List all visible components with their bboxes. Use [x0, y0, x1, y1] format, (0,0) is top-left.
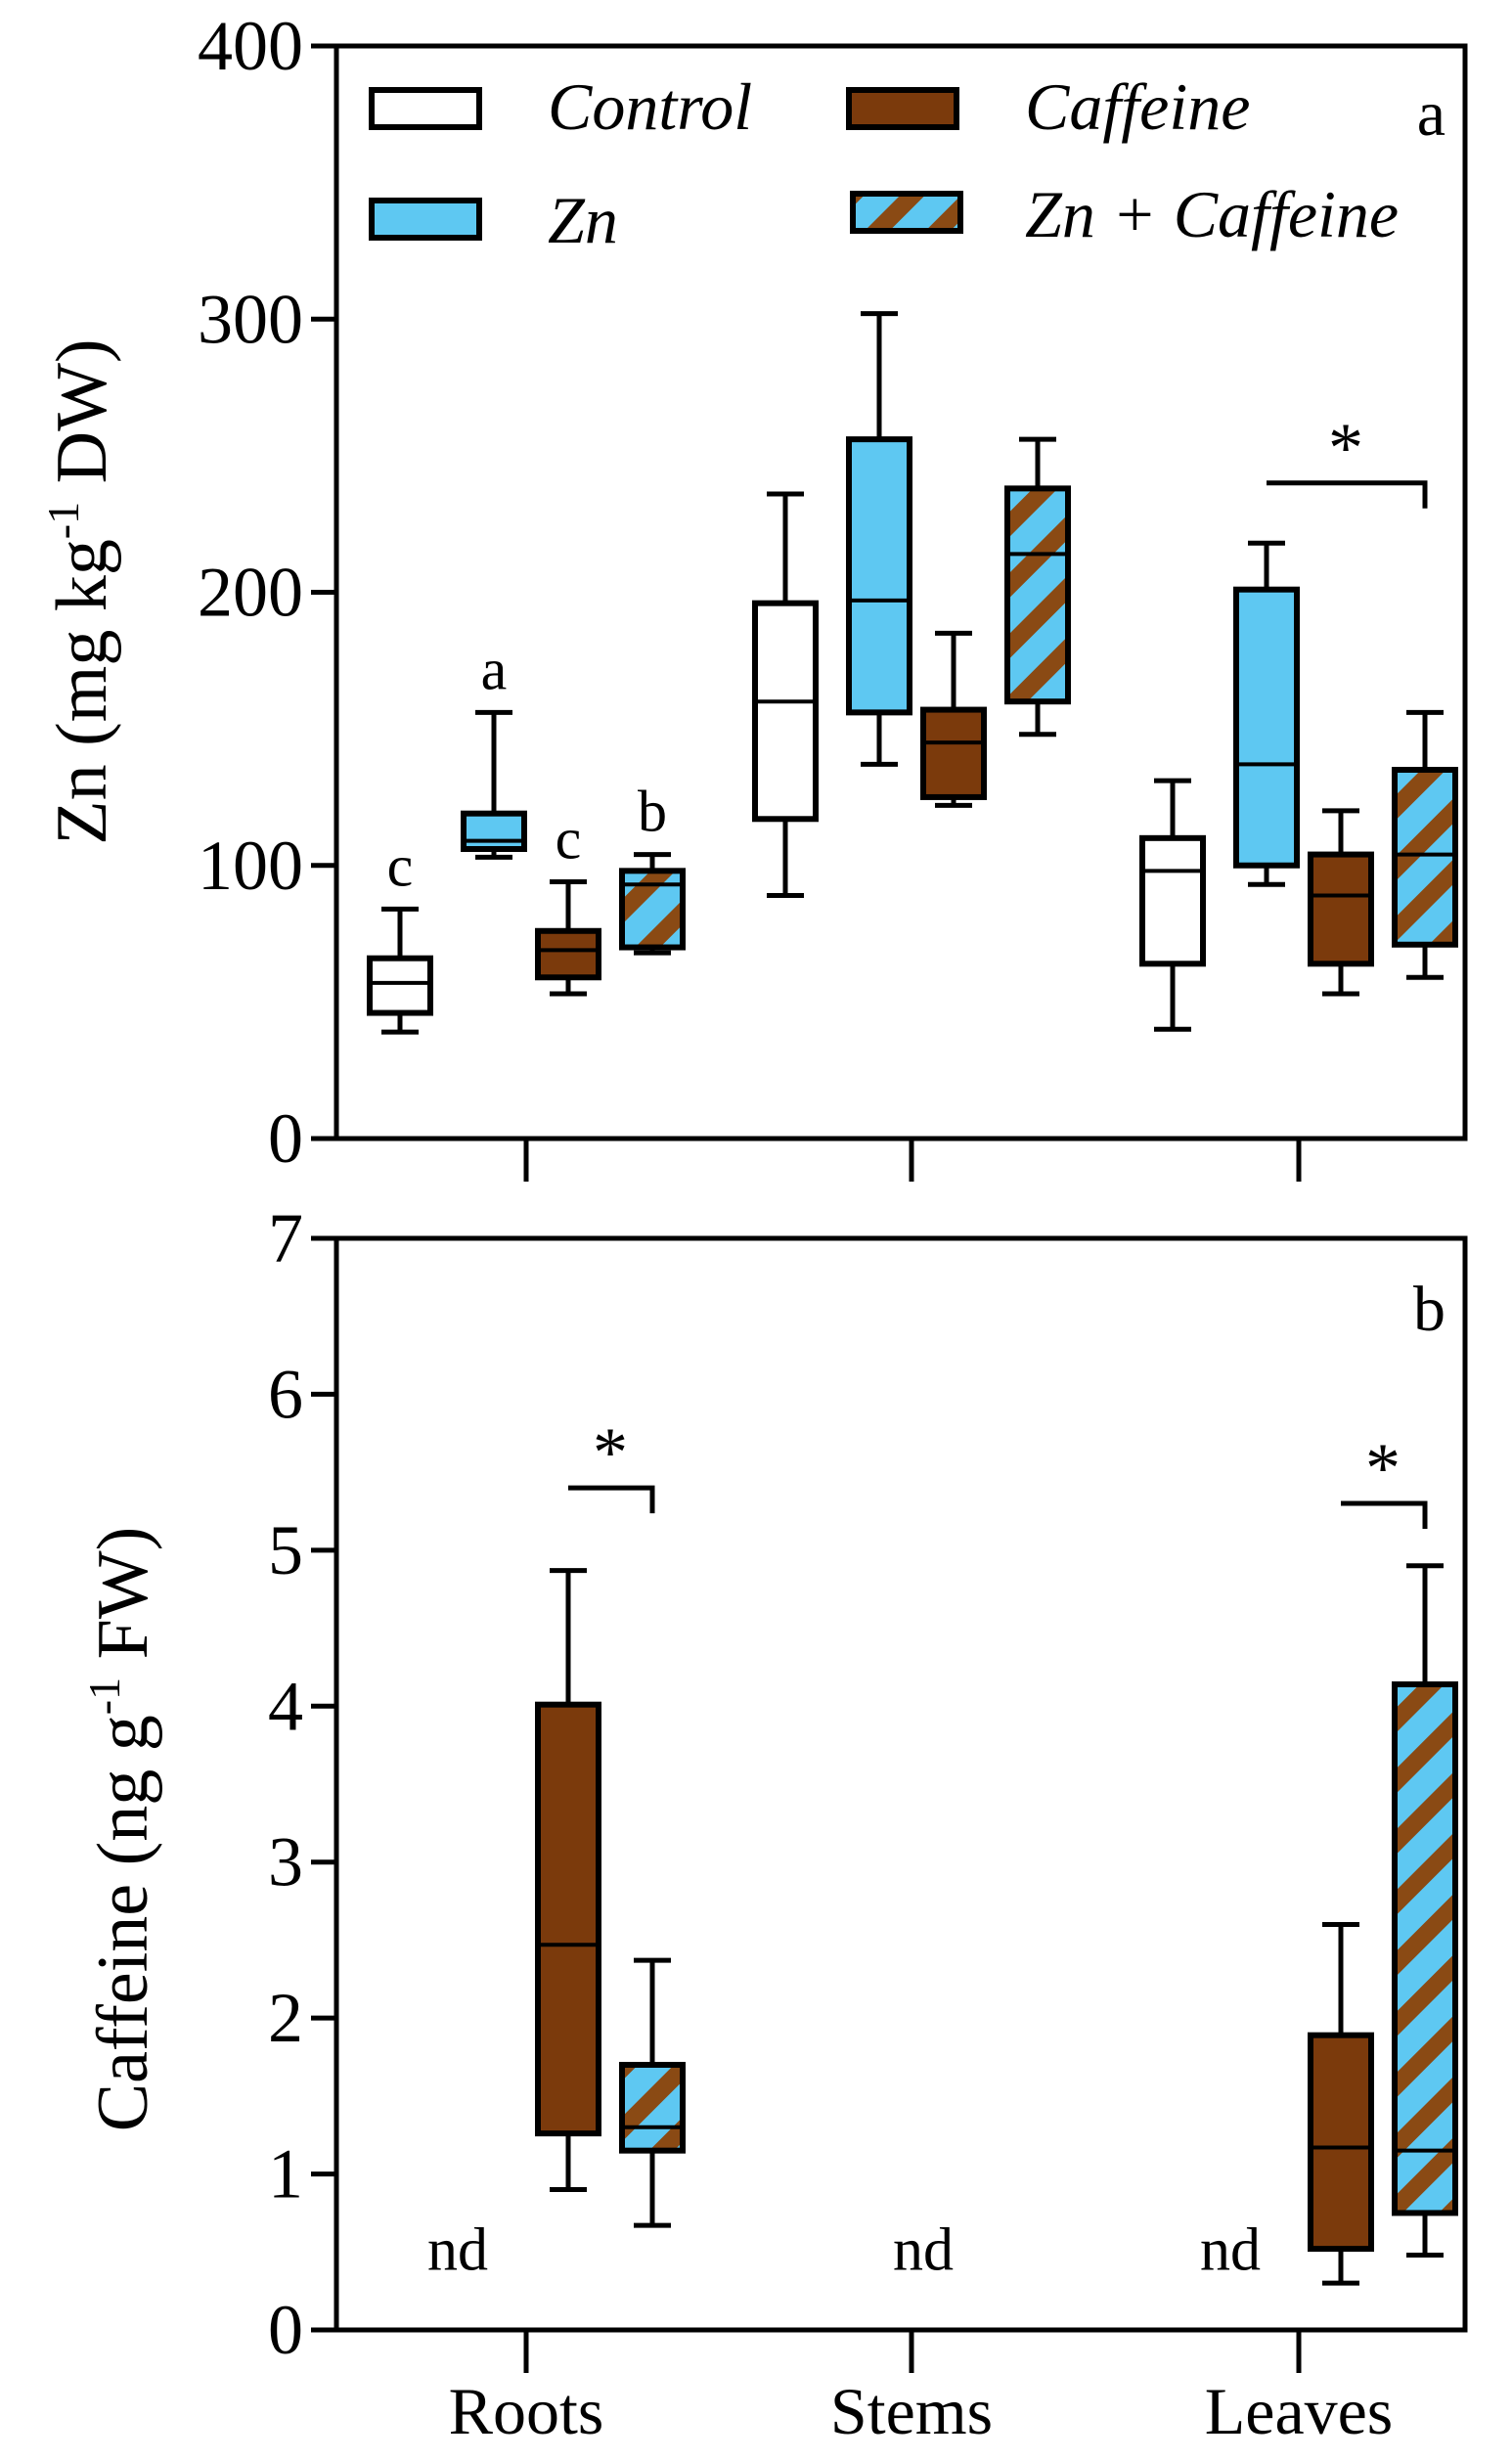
- significance-letter: c: [387, 833, 414, 898]
- panel-b-boxes: [535, 1563, 1458, 2286]
- panel-b-ylabel: Caffeine (ng g-1 FW): [79, 1527, 163, 2132]
- legend: Control Zn Caffeine Zn + Caffeine: [369, 69, 1399, 257]
- panel-a-box-zn-leaves: [1233, 540, 1300, 887]
- panel-a-box-caffeine-roots: [535, 879, 601, 997]
- panel-a-ytick-label-300: 300: [198, 280, 303, 358]
- legend-label-caffeine: Caffeine: [1025, 69, 1250, 144]
- panel-a-box-control-roots: [367, 906, 433, 1035]
- panel-a-frame: [334, 43, 1468, 1141]
- box-iqr: [920, 706, 987, 800]
- panel-a-ylabel-main: Zn (mg kg: [42, 539, 122, 844]
- panel-b-annotations: * * nd nd nd: [427, 1413, 1428, 2283]
- category-label-roots: Roots: [449, 2374, 604, 2448]
- legend-label-zn: Zn: [548, 183, 618, 257]
- box-iqr: [619, 868, 686, 951]
- panel-a-boxes: [367, 311, 1458, 1035]
- panel-b-ytick-label-2: 2: [268, 1979, 303, 2057]
- box-iqr: [367, 955, 433, 1016]
- panel-a-box-zn-caffeine-stems: [1004, 436, 1071, 738]
- box-iqr: [1308, 851, 1374, 967]
- box-iqr: [461, 810, 527, 852]
- panel-a-ytick-label-400: 400: [198, 7, 303, 85]
- panel-b-ylabel-main: Caffeine (ng g: [83, 1715, 163, 2131]
- legend-label-control: Control: [548, 69, 752, 144]
- panel-b-ytick-label-0: 0: [268, 2291, 303, 2369]
- panel-b-ytick-label-7: 7: [268, 1199, 303, 1277]
- nd-label-leaves: nd: [1200, 2216, 1261, 2283]
- panel-b-ytick-label-1: 1: [268, 2135, 303, 2214]
- panel-b-ytick-label-3: 3: [268, 1823, 303, 1902]
- panel-b-significance-0: *: [568, 1413, 655, 1514]
- legend-swatch-control: [369, 87, 482, 130]
- box-iqr: [619, 2061, 686, 2154]
- panel-a-box-zn-caffeine-leaves: [1392, 709, 1458, 980]
- panel-b-ytick-label-5: 5: [268, 1511, 303, 1589]
- panel-b-ytick-label-6: 6: [268, 1355, 303, 1433]
- panel-a-ylabel-end: DW): [42, 338, 122, 501]
- box-iqr: [1004, 485, 1071, 705]
- panel-a-box-zn-stems: [846, 311, 912, 767]
- box-iqr: [1308, 2032, 1374, 2253]
- panel-b-ylabel-end: FW): [83, 1527, 163, 1678]
- box-iqr: [535, 1701, 601, 2137]
- box-iqr: [1392, 1680, 1458, 2216]
- panel-b-box-zn-caffeine-leaves: [1392, 1563, 1458, 2258]
- panel-a-box-caffeine-stems: [920, 630, 987, 808]
- panel-a-ytick-label-0: 0: [268, 1099, 303, 1178]
- panel-a-ylabel-sup: -1: [38, 502, 88, 539]
- panel-b-ytick-label-4: 4: [268, 1667, 303, 1745]
- significance-bracket: [1341, 1500, 1428, 1530]
- significance-letter: a: [481, 637, 508, 701]
- panel-a-ytick-label-200: 200: [198, 554, 303, 632]
- panel-b-box-caffeine-roots: [535, 1568, 601, 2193]
- category-label-leaves: Leaves: [1205, 2374, 1394, 2448]
- panel-a-ytick-label-100: 100: [198, 827, 303, 905]
- panel-a-x-ticks: [523, 1139, 1302, 1182]
- panel-b-box-zn-caffeine-roots: [619, 1957, 686, 2228]
- legend-label-zn-caffeine: Zn + Caffeine: [1025, 177, 1399, 251]
- box-iqr: [846, 436, 912, 716]
- significance-star: *: [1365, 1429, 1401, 1507]
- box-iqr: [752, 600, 819, 823]
- panel-b: b Caffeine (ng g-1 FW) 0 1 2 3 4 5 6 7 Roots Ste…: [79, 1199, 1468, 2448]
- panel-b-label: b: [1413, 1274, 1445, 1345]
- legend-swatch-zn-caffeine: [850, 191, 963, 234]
- panel-b-ylabel-sup: -1: [79, 1678, 129, 1715]
- legend-swatch-caffeine: [846, 87, 959, 130]
- panel-a-box-zn-roots: [461, 709, 527, 860]
- panel-a-label: a: [1417, 78, 1445, 150]
- box-iqr: [535, 927, 601, 981]
- panel-a-box-zn-caffeine-roots: [619, 852, 686, 956]
- significance-letter: b: [638, 780, 667, 844]
- panel-b-frame: [334, 1235, 1468, 2333]
- significance-bracket: [568, 1485, 655, 1514]
- panel-a-significance-0: *: [1267, 409, 1428, 509]
- nd-label-roots: nd: [427, 2216, 488, 2283]
- significance-bracket: [1267, 480, 1428, 509]
- legend-swatch-zn: [369, 198, 482, 241]
- panel-a-box-caffeine-leaves: [1308, 808, 1374, 997]
- panel-a-box-control-leaves: [1139, 778, 1206, 1032]
- nd-label-stems: nd: [893, 2216, 954, 2283]
- panel-a-box-control-stems: [752, 491, 819, 898]
- panel-a-annotations: cac b*: [387, 409, 1428, 898]
- category-label-stems: Stems: [830, 2374, 993, 2448]
- significance-letter: c: [556, 807, 582, 872]
- box-iqr: [1139, 834, 1206, 967]
- panel-a-ylabel: Zn (mg kg-1 DW): [38, 338, 122, 844]
- significance-star: *: [1328, 409, 1363, 487]
- panel-b-y-ticks: 0 1 2 3 4 5 6 7: [268, 1199, 336, 2369]
- box-iqr: [1233, 586, 1300, 869]
- panel-b-box-caffeine-leaves: [1308, 1921, 1374, 2286]
- box-iqr: [1392, 767, 1458, 948]
- panel-b-significance-1: *: [1341, 1429, 1428, 1530]
- panel-a-y-ticks: 0 100 200 300 400: [198, 7, 336, 1178]
- panel-b-x-ticks: Roots Stems Leaves: [449, 2330, 1394, 2448]
- significance-star: *: [593, 1413, 628, 1492]
